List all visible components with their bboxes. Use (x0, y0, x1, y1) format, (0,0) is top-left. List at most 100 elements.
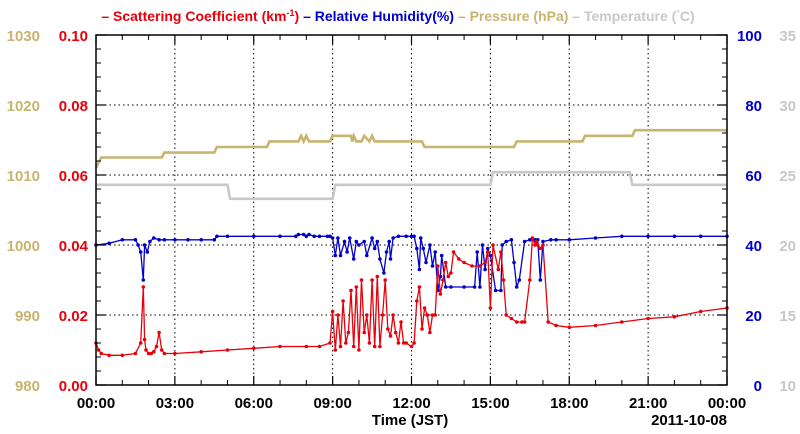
data-point-humidity (317, 234, 322, 239)
data-point-humidity (225, 234, 230, 239)
data-point-scattering (425, 313, 430, 317)
data-point-scattering (378, 344, 382, 349)
data-point-scattering (252, 346, 256, 351)
data-point-humidity (672, 234, 677, 239)
data-point-scattering (417, 285, 422, 289)
data-point-scattering (354, 285, 359, 289)
data-point-scattering (386, 327, 390, 331)
data-point-scattering (346, 330, 351, 335)
data-point-humidity (698, 234, 703, 239)
data-point-scattering (372, 344, 377, 349)
data-point-scattering (698, 309, 703, 314)
data-point-scattering (530, 236, 535, 240)
data-point-humidity (475, 250, 480, 254)
data-point-humidity (472, 285, 477, 289)
data-point-scattering (142, 337, 147, 342)
x-tick-label: 00:00 (708, 395, 746, 412)
data-point-humidity (142, 243, 147, 247)
data-point-humidity (351, 257, 356, 261)
pressure-tick-label: 990 (15, 308, 40, 325)
data-point-humidity (162, 238, 167, 242)
data-point-scattering (534, 239, 539, 244)
data-point-scattering (349, 288, 353, 293)
data-point-humidity (409, 234, 414, 239)
x-tick-label: 12:00 (392, 395, 430, 412)
pressure-tick-label: 980 (15, 378, 40, 395)
data-point-humidity (304, 234, 309, 239)
data-point-humidity (173, 238, 177, 242)
x-tick-label: 09:00 (313, 395, 351, 412)
data-point-humidity (215, 234, 219, 239)
temperature-tick-label: 30 (779, 98, 796, 115)
data-point-humidity (500, 243, 505, 247)
grid (96, 35, 727, 385)
data-point-scattering (499, 250, 503, 254)
x-tick-label: 06:00 (235, 395, 273, 412)
data-point-humidity (338, 253, 343, 258)
data-point-scattering (154, 344, 159, 349)
data-point-scattering (225, 348, 230, 352)
title-part: -1 (286, 8, 294, 18)
data-point-scattering (367, 341, 372, 345)
data-point-humidity (212, 238, 217, 242)
data-point-humidity (504, 239, 509, 244)
data-point-humidity (157, 238, 161, 242)
data-point-scattering (449, 271, 453, 275)
temperature-tick-label: 10 (779, 378, 796, 395)
data-point-scattering (546, 320, 550, 324)
data-point-humidity (294, 234, 298, 239)
data-point-humidity (417, 267, 422, 272)
data-point-humidity (509, 238, 514, 242)
data-point-scattering (141, 285, 146, 289)
series-layer (94, 128, 729, 358)
data-point-humidity (554, 238, 558, 242)
data-point-scattering (317, 344, 322, 349)
data-point-humidity (483, 267, 487, 272)
data-point-humidity (307, 232, 311, 237)
data-point-humidity (620, 234, 624, 239)
data-point-scattering (438, 292, 443, 296)
data-point-humidity (325, 234, 330, 239)
data-point-humidity (375, 239, 380, 244)
data-point-scattering (620, 320, 624, 324)
data-point-scattering (330, 309, 335, 314)
data-point-scattering (496, 267, 501, 272)
data-point-humidity (357, 243, 361, 247)
data-point-humidity (186, 238, 190, 242)
title-part: – Temperature ( (572, 8, 676, 24)
data-point-scattering (488, 306, 493, 310)
data-point-humidity (493, 288, 498, 293)
data-point-scattering (328, 341, 332, 345)
data-point-scattering (351, 344, 356, 349)
data-point-humidity (138, 250, 143, 254)
data-point-humidity (428, 243, 432, 247)
data-point-scattering (533, 243, 537, 247)
data-point-scattering (404, 341, 409, 345)
series-humidity (94, 232, 729, 293)
data-point-humidity (449, 285, 453, 289)
data-point-scattering (388, 334, 393, 338)
data-point-humidity (278, 234, 282, 239)
scattering-tick-label: 0.08 (59, 98, 88, 115)
data-point-scattering (478, 264, 482, 268)
x-tick-label: 03:00 (156, 395, 194, 412)
x-tick-label: 18:00 (550, 395, 588, 412)
data-point-scattering (120, 353, 125, 358)
data-point-humidity (330, 236, 335, 240)
data-point-scattering (528, 278, 532, 282)
data-point-scattering (491, 243, 495, 247)
data-point-scattering (554, 323, 558, 328)
data-point-scattering (96, 348, 101, 352)
data-point-scattering (99, 351, 104, 356)
data-point-humidity (418, 236, 423, 240)
data-point-humidity (362, 239, 367, 244)
data-point-scattering (430, 313, 435, 317)
data-point-scattering (409, 344, 414, 349)
data-point-scattering (428, 330, 432, 335)
data-point-scattering (401, 341, 406, 345)
data-point-humidity (512, 260, 516, 265)
humidity-tick-label: 20 (745, 308, 762, 325)
data-point-humidity (522, 239, 527, 244)
data-point-scattering (173, 351, 177, 356)
data-point-humidity (333, 253, 338, 258)
